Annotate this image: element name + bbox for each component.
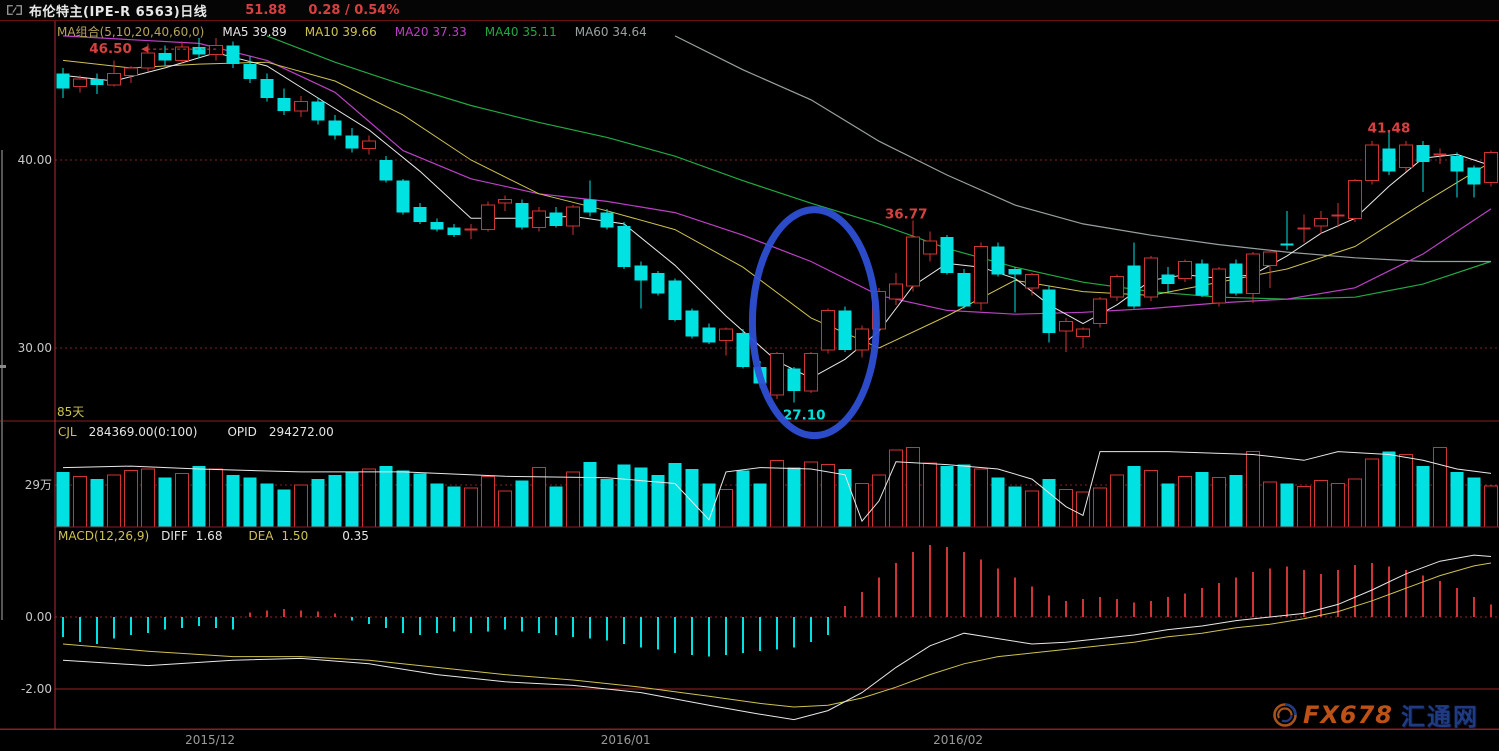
- macd-hist-value: 0.35: [342, 529, 369, 543]
- x-tick-2016-02: 2016/02: [933, 733, 983, 747]
- fx678-logo-icon: [1273, 702, 1297, 727]
- ma20-label: MA20 37.33: [394, 24, 467, 39]
- volume-tick-29w: 29万: [24, 478, 52, 492]
- watermark: FX678 汇通网: [1272, 697, 1479, 732]
- price-tick-40: 40.00: [17, 153, 52, 167]
- macd-label: MACD(12,26,9): [58, 529, 150, 543]
- price-change: 0.28 / 0.54%: [308, 2, 400, 18]
- diff-label: DIFF: [161, 529, 188, 543]
- volume-pane-header: CJL 284369.00(0:100) OPID 294272.00: [58, 425, 346, 439]
- dea-value: 1.50: [281, 529, 309, 543]
- x-tick-2016-01: 2016/01: [600, 733, 651, 747]
- chart-window-icon: [6, 3, 23, 17]
- x-tick-2015-12: 2015/12: [185, 733, 235, 747]
- pane-splitter[interactable]: [0, 150, 6, 620]
- diff-value: 1.68: [195, 529, 223, 543]
- period-label: 85天: [57, 405, 85, 419]
- symbol-title: 布伦特主(IPE-R 6563)日线: [29, 4, 208, 20]
- macd-pane-header: MACD(12,26,9) DIFF 1.68 DEA 1.50 0.35: [58, 529, 381, 543]
- watermark-huitongwang: 汇通网: [1401, 703, 1479, 731]
- title-bar: 布伦特主(IPE-R 6563)日线 51.88 0.28 / 0.54%: [0, 0, 1499, 20]
- opid-label: OPID: [227, 425, 257, 439]
- opid-value: 294272.00: [268, 425, 334, 439]
- macd-tick-minus2: -2.00: [20, 682, 52, 696]
- watermark-fx678: FX678: [1303, 700, 1393, 729]
- dea-label: DEA: [248, 529, 274, 543]
- ma60-label: MA60 34.64: [574, 24, 647, 39]
- svg-text:36.77: 36.77: [885, 206, 928, 222]
- price-tick-30: 30.00: [17, 341, 52, 355]
- svg-text:27.10: 27.10: [783, 407, 826, 423]
- svg-text:41.48: 41.48: [1368, 121, 1411, 137]
- svg-text:46.50: 46.50: [89, 41, 132, 57]
- ma10-label: MA10 39.66: [304, 24, 377, 39]
- ma40-label: MA40 35.11: [484, 24, 557, 39]
- ma-group-label: MA组合(5,10,20,40,60,0): [57, 25, 205, 39]
- cjl-label: CJL: [58, 425, 77, 439]
- last-price: 51.88: [245, 2, 287, 18]
- ma5-label: MA5 39.89: [222, 24, 287, 39]
- cjl-value: 284369.00(0:100): [88, 425, 198, 439]
- macd-tick-0: 0.00: [25, 610, 52, 624]
- ma-indicator-row: MA组合(5,10,20,40,60,0) MA5 39.89 MA10 39.…: [57, 23, 665, 40]
